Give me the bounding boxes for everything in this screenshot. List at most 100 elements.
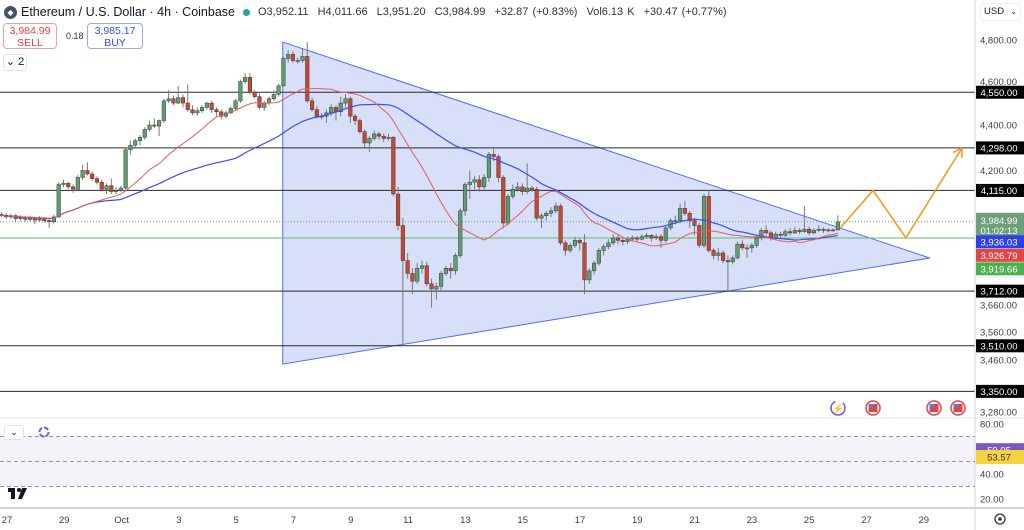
candle-body	[496, 156, 501, 178]
candle	[310, 97, 315, 112]
candle-body	[56, 184, 61, 218]
lightning-event-icon[interactable]	[830, 400, 846, 416]
candle-body	[439, 273, 444, 287]
candle	[286, 50, 291, 63]
rsi-collapse-button[interactable]: ⌄	[4, 425, 24, 440]
candle	[13, 214, 18, 222]
candle	[749, 242, 754, 253]
candle	[754, 235, 759, 248]
candle-body	[391, 137, 396, 195]
ohlc-values: O3,952.11 H4,011.66 L3,951.20 C3,984.99 …	[258, 6, 732, 18]
candle	[410, 268, 415, 295]
level-price-tag: 4,115.00	[981, 186, 1017, 197]
candle-body	[821, 228, 826, 231]
indicators-toggle-button[interactable]: ⌄ 2	[3, 54, 27, 71]
candle	[271, 90, 276, 101]
level-price-tag-bg	[976, 85, 1024, 99]
candle-body	[549, 210, 554, 214]
time-axis-label: 17	[575, 515, 586, 526]
level-price-tag-bg	[976, 183, 1024, 197]
candle-body	[529, 187, 534, 190]
candle	[219, 109, 224, 120]
candle	[66, 181, 71, 190]
candle-body	[310, 100, 315, 110]
candle	[462, 182, 468, 216]
time-axis-label: 29	[59, 515, 70, 526]
level-green-price-tag-bg	[976, 262, 1024, 276]
candle	[563, 240, 568, 256]
symbol-header: ◆ Ethereum / U.S. Dollar · 4h · Coinbase…	[4, 3, 732, 21]
candle	[443, 265, 448, 276]
candle-body	[300, 56, 305, 61]
candle-body	[515, 186, 520, 190]
last-price-tag-bg	[976, 212, 1024, 236]
candle	[549, 207, 554, 217]
buy-button[interactable]: 3,985.17 BUY	[87, 23, 143, 49]
candle	[56, 182, 61, 219]
candle-body	[338, 102, 343, 113]
us-flag-event-icon[interactable]	[865, 400, 881, 416]
candle-body	[61, 183, 66, 185]
candle	[99, 179, 104, 192]
candle-body	[816, 228, 821, 231]
price-axis-label: 4,200.00	[980, 166, 1017, 177]
candle	[295, 57, 300, 64]
time-axis-label: 9	[348, 515, 353, 526]
candle-body	[778, 233, 783, 236]
candle	[372, 130, 377, 141]
time-axis-label: 29	[919, 515, 930, 526]
candle-body	[37, 218, 42, 221]
candle	[778, 231, 783, 238]
candle	[568, 242, 573, 253]
candle-body	[592, 262, 597, 272]
candle	[711, 247, 716, 260]
candle	[300, 48, 305, 63]
candle-body	[783, 231, 788, 236]
candle-body	[467, 181, 472, 185]
candle-body	[23, 217, 28, 220]
candle	[376, 131, 382, 140]
flag-canton	[953, 404, 958, 408]
candle-body	[295, 60, 300, 62]
candle-body	[247, 77, 252, 93]
candle-body	[429, 283, 434, 290]
candle	[176, 85, 181, 105]
us-flag-event-icon[interactable]	[950, 400, 966, 416]
volume-change-value: +30.47 (+0.77%)	[643, 6, 727, 18]
candle	[157, 119, 162, 137]
candle-body	[658, 236, 664, 241]
candle-body	[639, 236, 644, 240]
sell-button[interactable]: 3,984.99 SELL	[3, 23, 57, 49]
us-flag-event-icon[interactable]	[926, 400, 942, 416]
candle-body	[381, 135, 386, 139]
symbol-title[interactable]: Ethereum / U.S. Dollar · 4h · Coinbase	[21, 5, 235, 19]
candle-body	[362, 131, 367, 144]
lightning-ring	[830, 400, 846, 416]
time-axis-settings-icon[interactable]	[994, 513, 1006, 525]
candle	[262, 100, 267, 111]
candle-body	[706, 196, 711, 251]
candle-body	[534, 188, 539, 219]
candle-body	[161, 100, 166, 121]
candle	[386, 133, 391, 141]
time-axis-label: 27	[2, 515, 13, 526]
high-value: H4,011.66	[317, 6, 368, 18]
projected-path-arrow[interactable]	[839, 147, 963, 240]
candle-body	[171, 98, 176, 104]
price-axis-label: 3,460.00	[980, 355, 1017, 366]
symmetrical-triangle-pattern[interactable]	[282, 41, 930, 365]
time-axis-label: 15	[517, 515, 528, 526]
candle	[209, 100, 214, 113]
candle-body	[606, 242, 611, 247]
level-price-tag-bg	[976, 284, 1024, 298]
candle	[730, 255, 735, 265]
open-value: O3,952.11	[257, 6, 309, 18]
candle-body	[443, 267, 448, 274]
currency-dropdown[interactable]: USD ⌄	[980, 3, 1021, 21]
flag-canton	[868, 404, 873, 408]
candle-body	[831, 229, 836, 232]
candle	[725, 255, 730, 292]
candle-body	[376, 133, 382, 137]
candle	[314, 106, 319, 119]
